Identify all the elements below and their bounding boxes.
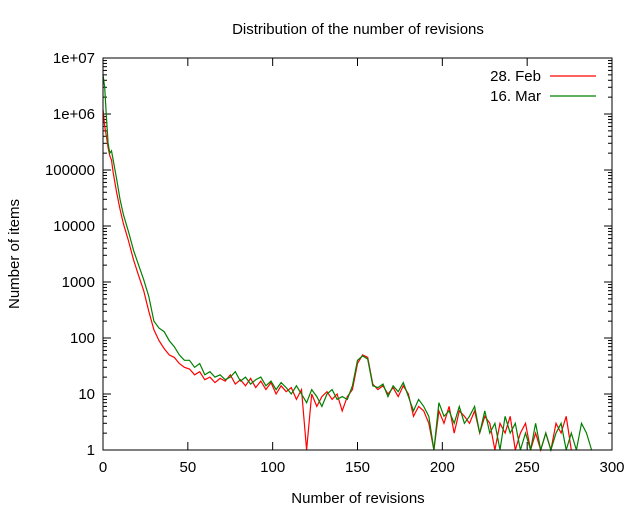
chart-title: Distribution of the number of revisions — [232, 21, 484, 38]
x-tick-label: 150 — [345, 459, 370, 476]
series-line-0 — [102, 109, 572, 453]
y-tick-label: 100000 — [45, 162, 95, 179]
x-axis-label: Number of revisions — [291, 490, 424, 507]
y-tick-label: 10 — [78, 386, 95, 403]
y-tick-label: 100 — [70, 330, 95, 347]
plot-frame — [102, 57, 613, 451]
y-tick-label: 1e+07 — [53, 50, 95, 67]
legend: 28. Feb 16. Mar — [490, 68, 596, 105]
series-line-1 — [102, 74, 593, 453]
x-tick-label: 300 — [599, 459, 624, 476]
y-tick-label: 1 — [87, 442, 95, 459]
legend-label: 16. Mar — [490, 88, 541, 105]
y-tick-label: 1000 — [62, 274, 95, 291]
x-tick-label: 250 — [515, 459, 540, 476]
legend-label: 28. Feb — [490, 68, 541, 85]
x-tick-label: 50 — [179, 459, 196, 476]
y-tick-label: 1e+06 — [53, 106, 95, 123]
x-tick-label: 200 — [430, 459, 455, 476]
y-axis-label: Number of items — [6, 199, 23, 309]
y-tick-label: 10000 — [53, 218, 95, 235]
x-tick-label: 100 — [260, 459, 285, 476]
x-tick-label: 0 — [99, 459, 107, 476]
